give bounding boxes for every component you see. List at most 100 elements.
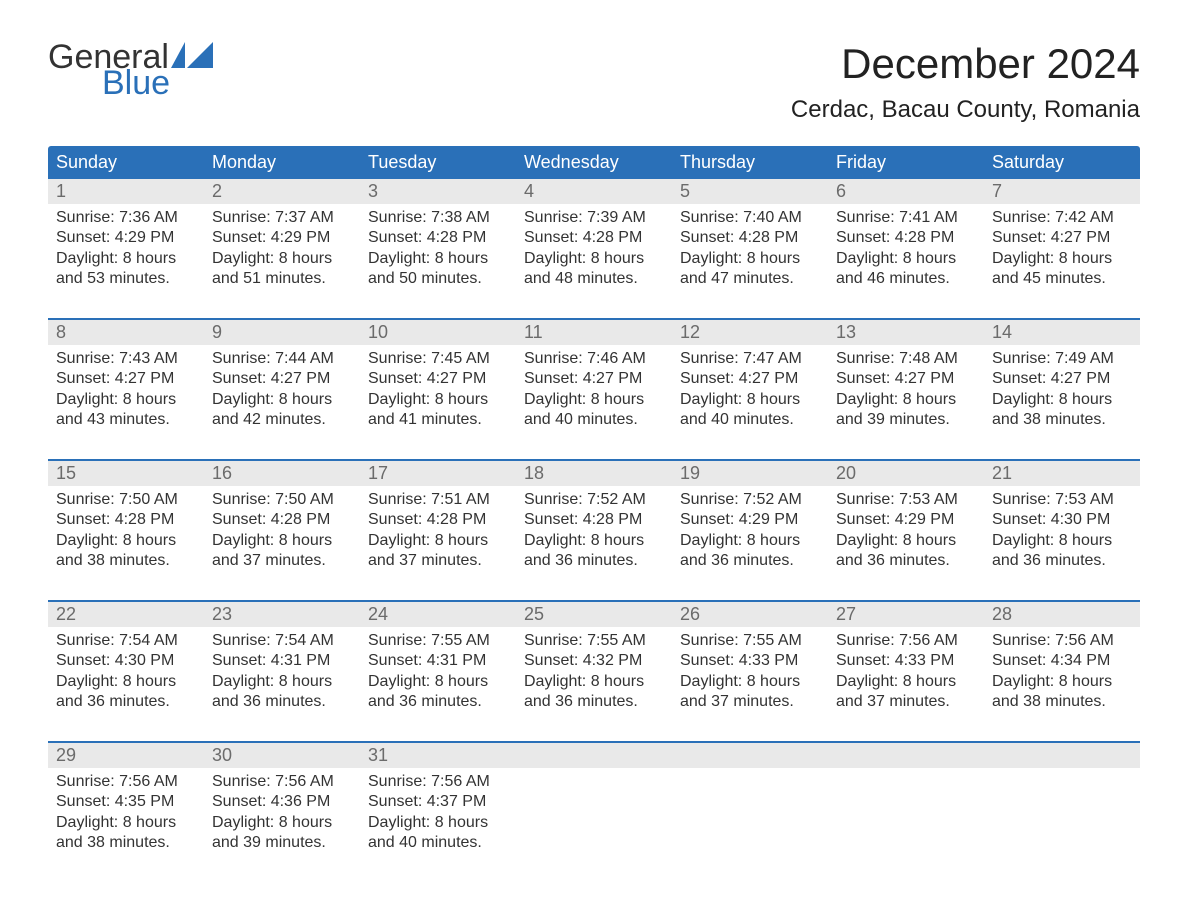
daylight-line: Daylight: 8 hours <box>56 249 196 269</box>
sunrise-line: Sunrise: 7:37 AM <box>212 208 352 228</box>
daylight-line: Daylight: 8 hours <box>524 531 664 551</box>
day-cell: Sunrise: 7:52 AMSunset: 4:28 PMDaylight:… <box>516 486 672 582</box>
day-cell: Sunrise: 7:40 AMSunset: 4:28 PMDaylight:… <box>672 204 828 300</box>
day-cell: Sunrise: 7:47 AMSunset: 4:27 PMDaylight:… <box>672 345 828 441</box>
day-cell: Sunrise: 7:56 AMSunset: 4:34 PMDaylight:… <box>984 627 1140 723</box>
sunrise-line: Sunrise: 7:39 AM <box>524 208 664 228</box>
day-number: 27 <box>828 602 984 627</box>
weekday-heading: Sunday <box>48 146 204 179</box>
daylight-line: Daylight: 8 hours <box>992 672 1132 692</box>
daylight-line: Daylight: 8 hours <box>836 390 976 410</box>
sunrise-line: Sunrise: 7:47 AM <box>680 349 820 369</box>
daylight-line: Daylight: 8 hours <box>212 390 352 410</box>
day-number: 8 <box>48 320 204 345</box>
weekday-heading: Wednesday <box>516 146 672 179</box>
daylight-line: Daylight: 8 hours <box>680 531 820 551</box>
day-number: 12 <box>672 320 828 345</box>
day-number: 25 <box>516 602 672 627</box>
weekday-heading: Saturday <box>984 146 1140 179</box>
day-cell: Sunrise: 7:46 AMSunset: 4:27 PMDaylight:… <box>516 345 672 441</box>
daylight-line: Daylight: 8 hours <box>368 249 508 269</box>
sunrise-line: Sunrise: 7:51 AM <box>368 490 508 510</box>
sunset-line: Sunset: 4:27 PM <box>368 369 508 389</box>
daylight-line: and 38 minutes. <box>992 410 1132 430</box>
sunset-line: Sunset: 4:28 PM <box>524 228 664 248</box>
day-cell: Sunrise: 7:50 AMSunset: 4:28 PMDaylight:… <box>48 486 204 582</box>
day-number: 28 <box>984 602 1140 627</box>
sunrise-line: Sunrise: 7:56 AM <box>212 772 352 792</box>
daylight-line: and 39 minutes. <box>212 833 352 853</box>
day-number: 30 <box>204 743 360 768</box>
day-number-row: 293031 <box>48 743 1140 768</box>
daylight-line: Daylight: 8 hours <box>212 813 352 833</box>
daylight-line: and 39 minutes. <box>836 410 976 430</box>
daylight-line: Daylight: 8 hours <box>524 390 664 410</box>
sunrise-line: Sunrise: 7:41 AM <box>836 208 976 228</box>
day-cell <box>672 768 828 864</box>
daylight-line: and 37 minutes. <box>212 551 352 571</box>
daylight-line: Daylight: 8 hours <box>992 249 1132 269</box>
day-cell: Sunrise: 7:52 AMSunset: 4:29 PMDaylight:… <box>672 486 828 582</box>
day-cell: Sunrise: 7:56 AMSunset: 4:36 PMDaylight:… <box>204 768 360 864</box>
weekday-heading: Friday <box>828 146 984 179</box>
day-cell: Sunrise: 7:55 AMSunset: 4:32 PMDaylight:… <box>516 627 672 723</box>
daylight-line: Daylight: 8 hours <box>368 813 508 833</box>
day-number: 2 <box>204 179 360 204</box>
daylight-line: and 47 minutes. <box>680 269 820 289</box>
daylight-line: Daylight: 8 hours <box>992 531 1132 551</box>
day-number: 3 <box>360 179 516 204</box>
sunset-line: Sunset: 4:30 PM <box>992 510 1132 530</box>
daylight-line: and 37 minutes. <box>368 551 508 571</box>
sunrise-line: Sunrise: 7:56 AM <box>992 631 1132 651</box>
daylight-line: Daylight: 8 hours <box>212 531 352 551</box>
daylight-line: and 40 minutes. <box>524 410 664 430</box>
day-cell: Sunrise: 7:55 AMSunset: 4:33 PMDaylight:… <box>672 627 828 723</box>
calendar: Sunday Monday Tuesday Wednesday Thursday… <box>48 146 1140 864</box>
sunset-line: Sunset: 4:37 PM <box>368 792 508 812</box>
daylight-line: and 50 minutes. <box>368 269 508 289</box>
day-number-row: 1234567 <box>48 179 1140 204</box>
day-number: 17 <box>360 461 516 486</box>
calendar-week: 891011121314Sunrise: 7:43 AMSunset: 4:27… <box>48 318 1140 441</box>
calendar-week: 22232425262728Sunrise: 7:54 AMSunset: 4:… <box>48 600 1140 723</box>
sunset-line: Sunset: 4:29 PM <box>680 510 820 530</box>
day-number: 16 <box>204 461 360 486</box>
sunset-line: Sunset: 4:27 PM <box>524 369 664 389</box>
day-number: 26 <box>672 602 828 627</box>
day-cell: Sunrise: 7:48 AMSunset: 4:27 PMDaylight:… <box>828 345 984 441</box>
sunset-line: Sunset: 4:31 PM <box>368 651 508 671</box>
day-cell: Sunrise: 7:43 AMSunset: 4:27 PMDaylight:… <box>48 345 204 441</box>
sunset-line: Sunset: 4:33 PM <box>836 651 976 671</box>
day-number: 5 <box>672 179 828 204</box>
sunrise-line: Sunrise: 7:56 AM <box>56 772 196 792</box>
sunrise-line: Sunrise: 7:52 AM <box>680 490 820 510</box>
day-cell: Sunrise: 7:51 AMSunset: 4:28 PMDaylight:… <box>360 486 516 582</box>
day-number: 29 <box>48 743 204 768</box>
day-cell <box>984 768 1140 864</box>
sunrise-line: Sunrise: 7:54 AM <box>212 631 352 651</box>
title-block: December 2024 Cerdac, Bacau County, Roma… <box>791 40 1140 142</box>
daylight-line: and 41 minutes. <box>368 410 508 430</box>
sunset-line: Sunset: 4:27 PM <box>212 369 352 389</box>
sunrise-line: Sunrise: 7:52 AM <box>524 490 664 510</box>
daylight-line: and 48 minutes. <box>524 269 664 289</box>
daylight-line: Daylight: 8 hours <box>368 390 508 410</box>
daylight-line: and 38 minutes. <box>56 551 196 571</box>
daylight-line: and 37 minutes. <box>680 692 820 712</box>
day-number: 21 <box>984 461 1140 486</box>
daylight-line: Daylight: 8 hours <box>56 672 196 692</box>
daylight-line: Daylight: 8 hours <box>56 390 196 410</box>
sunrise-line: Sunrise: 7:50 AM <box>212 490 352 510</box>
day-cell: Sunrise: 7:53 AMSunset: 4:30 PMDaylight:… <box>984 486 1140 582</box>
calendar-header-row: Sunday Monday Tuesday Wednesday Thursday… <box>48 146 1140 179</box>
sunrise-line: Sunrise: 7:38 AM <box>368 208 508 228</box>
daylight-line: and 51 minutes. <box>212 269 352 289</box>
day-cell: Sunrise: 7:36 AMSunset: 4:29 PMDaylight:… <box>48 204 204 300</box>
sunrise-line: Sunrise: 7:56 AM <box>836 631 976 651</box>
daylight-line: Daylight: 8 hours <box>680 249 820 269</box>
day-number: 11 <box>516 320 672 345</box>
sunset-line: Sunset: 4:33 PM <box>680 651 820 671</box>
daylight-line: Daylight: 8 hours <box>212 672 352 692</box>
day-number <box>516 743 672 768</box>
day-number: 10 <box>360 320 516 345</box>
